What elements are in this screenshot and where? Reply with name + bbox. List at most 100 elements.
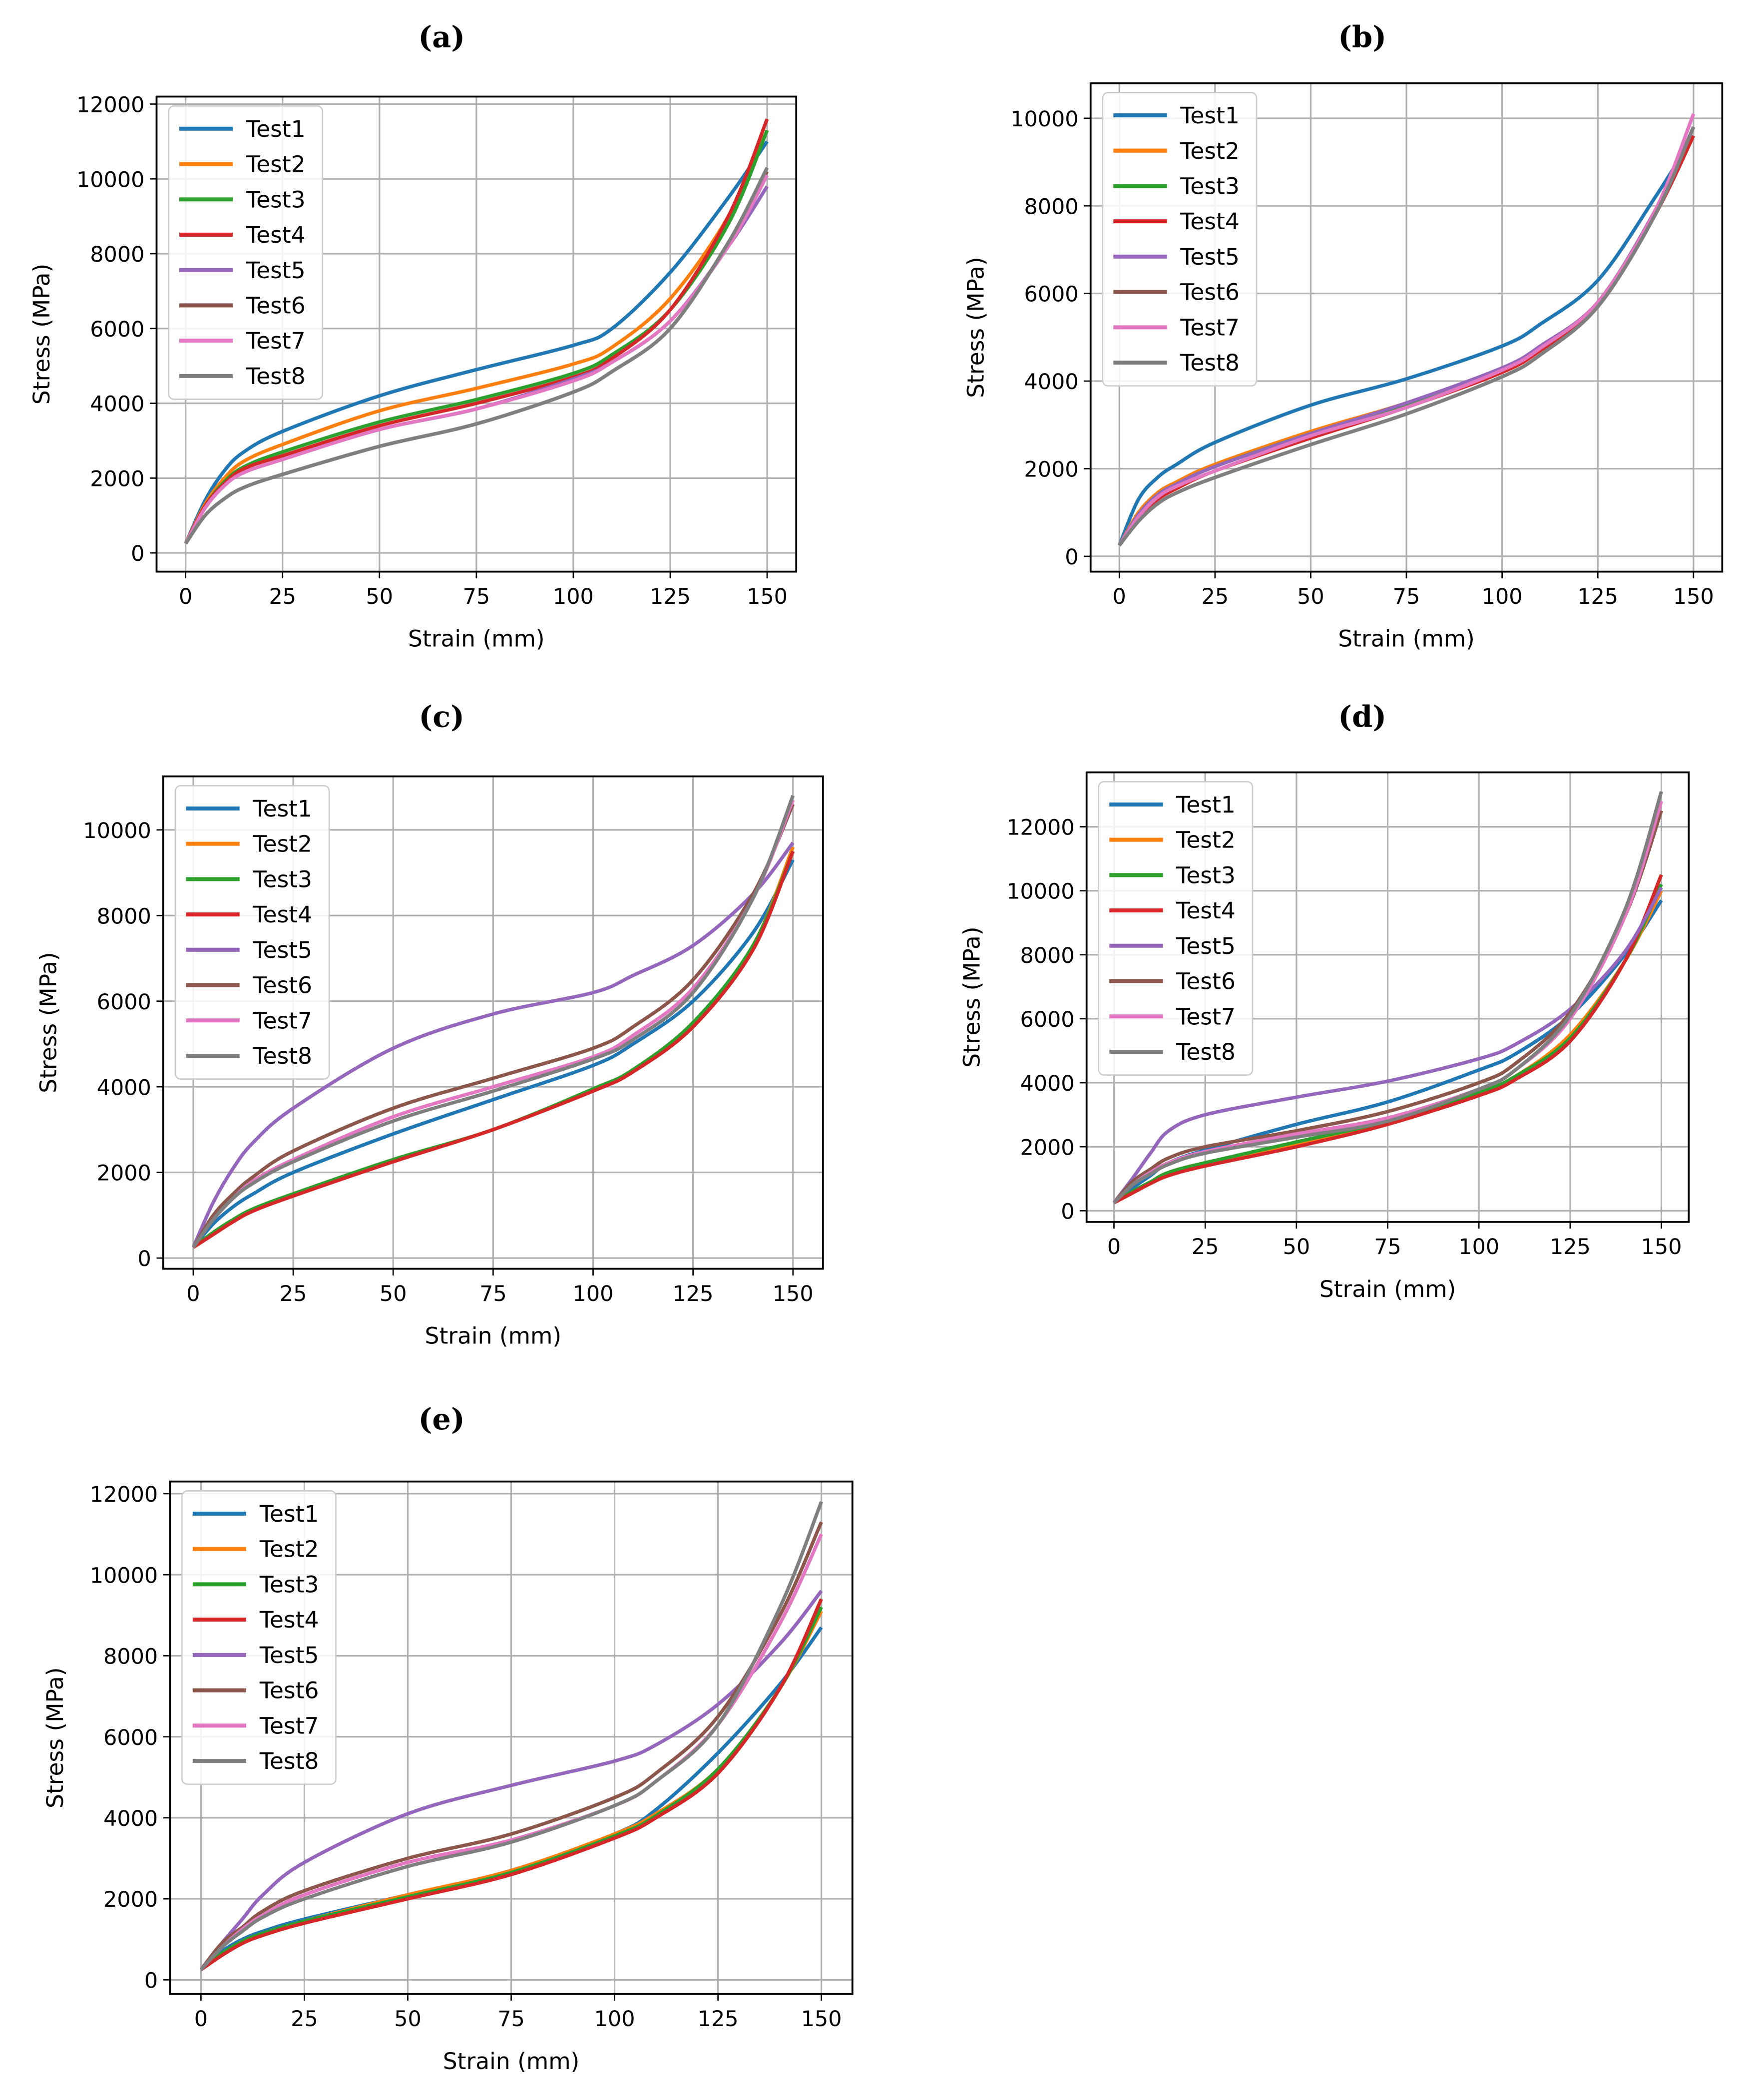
series-line-test1 (184, 140, 769, 544)
axes-frame (1089, 82, 1724, 573)
legend-box (1102, 92, 1258, 387)
axes-frame (169, 1480, 854, 1995)
x-tick-label: 25 (269, 584, 296, 609)
panel-title: (c) (419, 699, 464, 734)
chart-panel-3: (d) 0 25 50 75 100 125 150 0 2000 4000 6000 8000 1000… (958, 699, 1690, 1302)
panel-title: (a) (418, 19, 465, 54)
x-axis-label: Strain (mm) (1338, 626, 1475, 652)
series-line-test4 (1113, 874, 1663, 1205)
series-line-test4 (200, 1598, 823, 1972)
x-tick-label: 0 (1113, 584, 1126, 609)
x-tick-label: 0 (194, 2007, 208, 2032)
y-tick-label: 10000 (90, 1563, 158, 1588)
y-tick-label: 0 (131, 541, 144, 566)
x-tick-label: 25 (1202, 584, 1229, 609)
legend-label: Test7 (1176, 1003, 1236, 1030)
y-tick-label: 2000 (90, 466, 144, 491)
y-tick-label: 12000 (76, 92, 144, 117)
legend-label: Test6 (252, 972, 312, 999)
legend-label: Test3 (1180, 173, 1240, 199)
series-line-test3 (200, 1606, 823, 1971)
y-axis-label: Stress (MPa) (962, 257, 989, 398)
y-tick-label: 8000 (103, 1645, 158, 1670)
legend-label: Test2 (246, 151, 306, 178)
y-tick-label: 8000 (97, 904, 151, 929)
x-axis-label: Strain (mm) (425, 1323, 562, 1349)
y-tick-label: 8000 (1024, 194, 1079, 219)
chart-panel-2: (c) 0 25 50 75 100 125 150 0 2000 4000 6000 8000 1000… (35, 699, 824, 1349)
legend-label: Test8 (259, 1748, 319, 1774)
y-tick-label: 6000 (1020, 1007, 1074, 1032)
x-axis-label: Strain (mm) (1319, 1276, 1456, 1302)
series-line-test5 (199, 1590, 823, 1971)
x-axis-label: Strain (mm) (408, 626, 545, 652)
x-tick-label: 25 (280, 1281, 307, 1306)
y-tick-label: 2000 (103, 1887, 158, 1912)
legend-label: Test7 (246, 328, 306, 354)
legend-label: Test6 (1176, 968, 1236, 995)
legend-label: Test7 (259, 1712, 319, 1739)
legend-label: Test1 (252, 796, 312, 822)
legend-box (181, 1490, 337, 1785)
axes-frame (162, 775, 824, 1270)
x-tick-label: 150 (1673, 584, 1714, 609)
y-tick-label: 6000 (90, 317, 144, 342)
axes-frame (155, 95, 798, 573)
legend-label: Test5 (1176, 933, 1236, 959)
chart-panel-0: (a) 0 25 50 75 100 125 150 0 2000 4000 6000 8000 1000… (28, 19, 798, 652)
legend-label: Test8 (1180, 350, 1240, 376)
y-axis-label: Stress (MPa) (28, 264, 55, 405)
panel-title: (b) (1338, 19, 1386, 54)
y-axis-label: Stress (MPa) (958, 926, 985, 1068)
x-tick-label: 100 (573, 1281, 614, 1306)
y-tick-label: 10000 (1010, 107, 1078, 132)
series-line-test1 (192, 859, 795, 1249)
legend-label: Test5 (1180, 244, 1240, 270)
panel-title: (e) (419, 1402, 465, 1436)
x-tick-label: 100 (553, 584, 594, 609)
series-line-test8 (1118, 126, 1696, 547)
x-tick-label: 25 (1192, 1235, 1219, 1260)
legend-label: Test8 (246, 363, 306, 390)
legend-label: Test6 (246, 292, 306, 319)
series-line-test6 (191, 803, 795, 1249)
y-tick-label: 0 (1061, 1199, 1074, 1224)
y-tick-label: 0 (137, 1247, 151, 1271)
legend-label: Test2 (259, 1536, 319, 1563)
x-tick-label: 125 (1550, 1235, 1591, 1260)
y-tick-label: 8000 (1020, 943, 1074, 968)
y-axis-label: Stress (MPa) (35, 952, 62, 1093)
legend-label: Test1 (1176, 792, 1236, 818)
x-tick-label: 0 (179, 584, 192, 609)
series-line-test1 (1117, 135, 1695, 546)
x-tick-label: 150 (801, 2007, 842, 2032)
series-line-test7 (1118, 113, 1696, 546)
legend-label: Test3 (246, 186, 306, 213)
legend-label: Test2 (1180, 138, 1240, 164)
y-tick-label: 4000 (97, 1075, 151, 1100)
series-line-test5 (1112, 886, 1663, 1204)
series-line-test8 (199, 1501, 823, 1971)
legend-label: Test1 (1180, 102, 1240, 129)
y-tick-label: 6000 (103, 1725, 158, 1750)
legend-box (174, 785, 330, 1080)
x-tick-label: 75 (497, 2007, 525, 2032)
legend-box (1098, 781, 1254, 1076)
y-axis-label: Stress (MPa) (42, 1667, 68, 1808)
legend-label: Test2 (1176, 827, 1236, 853)
y-tick-label: 4000 (1024, 370, 1079, 395)
series-line-test2 (184, 129, 769, 544)
legend-label: Test3 (252, 866, 312, 892)
x-tick-label: 75 (1374, 1235, 1401, 1260)
legend-label: Test5 (246, 257, 306, 284)
x-tick-label: 50 (394, 2007, 422, 2032)
x-tick-label: 125 (698, 2007, 739, 2032)
chart-panel-1: (b) 0 25 50 75 100 125 150 0 2000 4000 6000 8000 1000… (962, 19, 1724, 652)
x-tick-label: 100 (1482, 584, 1523, 609)
x-tick-label: 75 (463, 584, 490, 609)
x-tick-label: 125 (673, 1281, 714, 1306)
chart-panel-4: (e) 0 25 50 75 100 125 150 0 2000 4000 6000 8000 1000… (42, 1402, 854, 2075)
x-tick-label: 0 (186, 1281, 200, 1306)
legend-label: Test5 (252, 937, 312, 963)
y-tick-label: 2000 (1024, 457, 1079, 482)
